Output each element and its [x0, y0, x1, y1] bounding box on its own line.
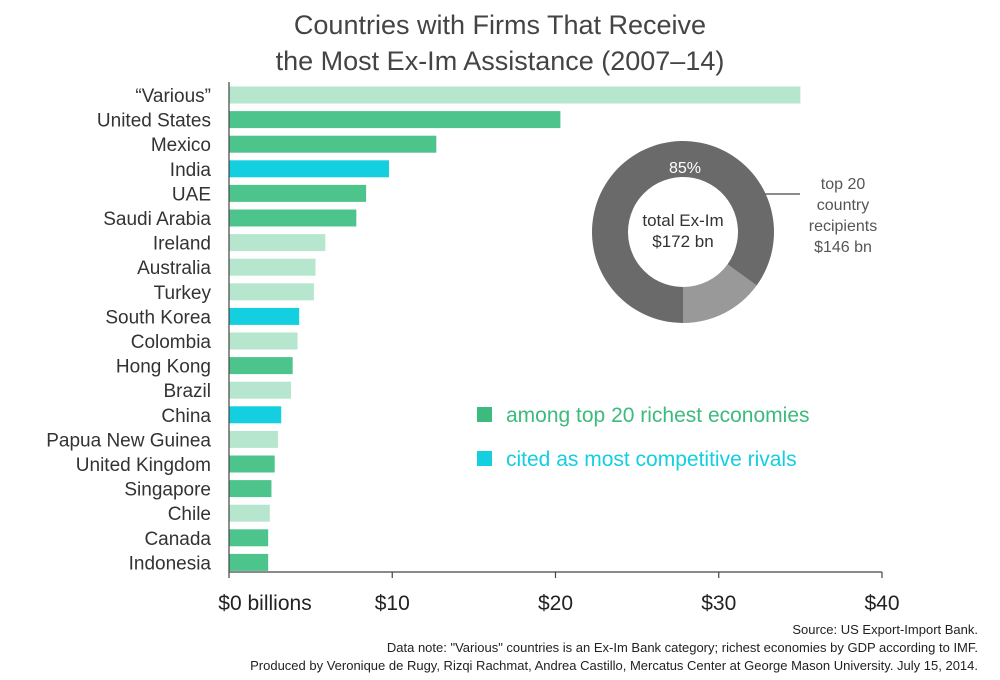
category-labels: “Various” United States Mexico India UAE Saud… [46, 86, 211, 574]
x-axis: $0 billions $10 $20 $30 $40 [218, 82, 900, 615]
chart-title-line-2: the Most Ex-Im Assistance (2007–14) [276, 46, 725, 76]
bar-8 [229, 283, 314, 301]
inset-donut: 85% total Ex-Im $172 bn top 20 country r… [592, 141, 877, 323]
legend-label-rich: among top 20 richest economies [506, 404, 810, 427]
category-label-5: Saudi Arabia [103, 209, 211, 230]
data-note: Data note: "Various" countries is an Ex-… [387, 640, 978, 655]
bar-18 [229, 529, 269, 547]
legend-swatch-rich [477, 407, 492, 422]
bar-5 [229, 209, 357, 227]
donut-side-label-3: recipients [809, 218, 877, 235]
donut-major-segment [592, 141, 774, 323]
category-label-11: Hong Kong [116, 357, 211, 378]
bar-11 [229, 357, 293, 375]
donut-minor-segment [683, 264, 757, 323]
bar-17 [229, 504, 270, 522]
bar-3 [229, 160, 389, 178]
donut-percent-label: 85% [669, 160, 701, 177]
category-label-8: Turkey [154, 283, 212, 304]
footnotes: Source: US Export-Import Bank. Data note… [250, 622, 978, 673]
legend-swatch-rival [477, 451, 492, 466]
credit-note: Produced by Veronique de Rugy, Rizqi Rac… [250, 658, 978, 673]
donut-center-label-1: total Ex-Im [642, 211, 723, 230]
category-label-9: South Korea [105, 307, 211, 328]
category-label-17: Chile [168, 504, 211, 525]
x-tick-label-4: $40 [864, 592, 899, 615]
source-note: Source: US Export-Import Bank. [792, 622, 978, 637]
bar-15 [229, 455, 275, 473]
category-label-1: United States [97, 111, 211, 132]
legend-label-rival: cited as most competitive rivals [506, 448, 797, 471]
x-tick-label-1: $10 [375, 592, 410, 615]
category-label-16: Singapore [124, 480, 211, 501]
category-label-15: United Kingdom [76, 455, 211, 476]
bar-19 [229, 553, 269, 571]
chart-title-line-1: Countries with Firms That Receive [294, 10, 706, 40]
category-label-4: UAE [172, 184, 211, 205]
donut-side-label-1: top 20 [821, 176, 866, 193]
x-tick-label-0: $0 billions [218, 592, 311, 615]
x-tick-label-3: $30 [701, 592, 736, 615]
bar-16 [229, 480, 272, 498]
category-label-2: Mexico [151, 135, 211, 156]
category-label-0: “Various” [135, 86, 211, 107]
bar-14 [229, 430, 278, 448]
category-label-10: Colombia [131, 332, 212, 353]
bar-13 [229, 406, 282, 424]
bar-12 [229, 381, 292, 399]
x-tick-label-2: $20 [538, 592, 573, 615]
category-label-19: Indonesia [129, 553, 212, 574]
donut-center-label-2: $172 bn [652, 232, 713, 251]
bar-1 [229, 111, 561, 129]
category-label-6: Ireland [153, 234, 211, 255]
category-label-7: Australia [137, 258, 211, 279]
category-label-13: China [161, 406, 211, 427]
bar-7 [229, 258, 316, 276]
bar-6 [229, 234, 326, 252]
bar-9 [229, 307, 300, 325]
donut-side-label-2: country [817, 197, 869, 214]
category-label-12: Brazil [163, 381, 211, 402]
bar-10 [229, 332, 298, 350]
bar-2 [229, 135, 437, 153]
donut-side-label-4: $146 bn [814, 239, 872, 256]
category-label-3: India [170, 160, 212, 181]
category-label-14: Papua New Guinea [46, 430, 211, 451]
bar-0 [229, 86, 801, 104]
bar-series [229, 86, 801, 571]
category-label-18: Canada [144, 529, 211, 550]
bar-4 [229, 184, 367, 202]
legend: among top 20 richest economies cited as … [477, 404, 810, 471]
